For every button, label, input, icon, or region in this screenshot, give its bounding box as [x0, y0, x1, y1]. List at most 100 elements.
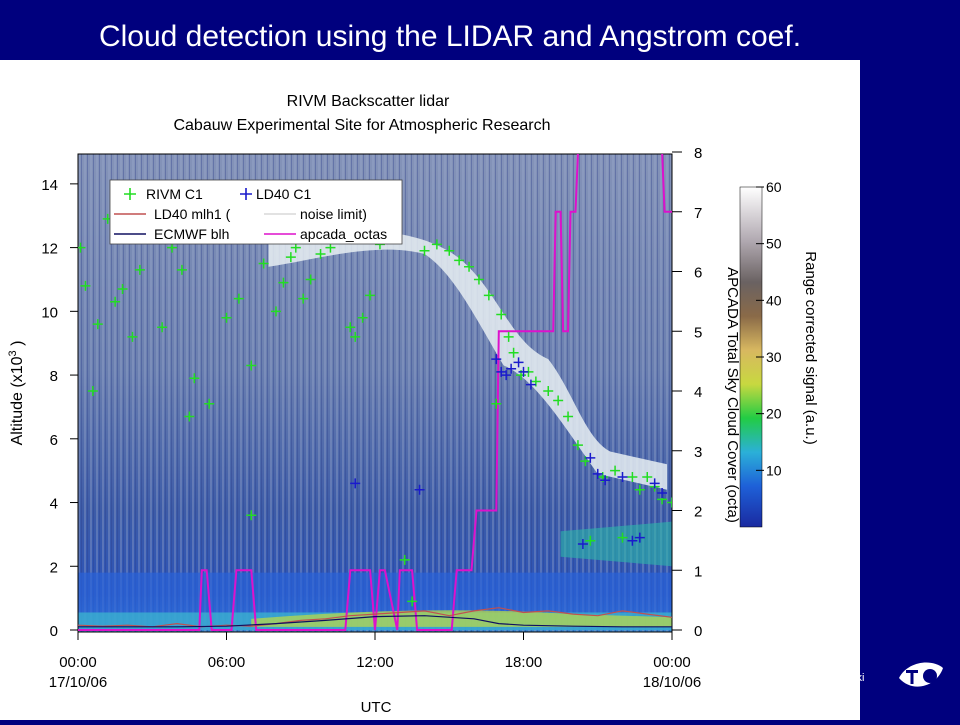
colorbar-tick-label: 20	[766, 406, 782, 422]
data-point	[345, 322, 356, 333]
y-axis-label-tail: )	[9, 341, 26, 351]
data-point	[642, 472, 653, 483]
data-point	[627, 472, 638, 483]
legend-label: LD40 mlh1 (	[154, 206, 231, 222]
data-point	[78, 242, 86, 253]
data-point	[491, 354, 502, 365]
y-tick-label: 8	[50, 368, 58, 385]
y-tick-label: 2	[50, 559, 58, 576]
legend-label: ECMWF blh	[154, 226, 229, 242]
data-point	[518, 366, 529, 377]
y2-axis-label: APCADA Total Sky Cloud Cover (octa)	[724, 267, 741, 523]
data-point	[233, 293, 244, 304]
x-axis-label: UTC	[361, 699, 392, 716]
figure-panel: RIVM Backscatter lidar Cabauw Experiment…	[0, 60, 860, 720]
data-point	[134, 264, 145, 275]
y-axis-label-exponent: 3	[7, 350, 19, 356]
data-point	[577, 538, 588, 549]
data-point	[496, 309, 507, 320]
legend-symbol	[124, 188, 136, 200]
data-point	[419, 245, 430, 256]
legend-box	[109, 179, 403, 245]
data-point	[350, 331, 361, 342]
legend-item: LD40 C1	[240, 186, 311, 202]
colorbar-label: Range corrected signal (a.u.)	[802, 251, 819, 444]
colorbar: 10 20 30 40 50 60	[739, 179, 782, 528]
data-point	[127, 331, 138, 342]
colorbar-tick-label: 40	[766, 292, 782, 308]
data-point	[508, 347, 519, 358]
data-point	[271, 306, 281, 317]
colorbar-tick-label: 10	[766, 462, 782, 478]
data-point	[350, 478, 361, 489]
data-point	[501, 370, 512, 381]
y-tick-label: 12	[41, 241, 58, 258]
y-axis-label-main: Altitude (x10	[9, 356, 26, 445]
data-point	[572, 440, 583, 451]
x-tick-label: 00:00	[653, 654, 691, 671]
data-point	[617, 532, 628, 543]
data-point	[246, 510, 257, 521]
low-cloud-band	[560, 521, 672, 567]
data-point	[298, 293, 309, 304]
data-point	[563, 411, 574, 422]
data-point	[491, 398, 502, 409]
data-point	[221, 312, 232, 323]
series-ld40-c1	[350, 354, 668, 549]
data-point	[649, 478, 660, 489]
legend-label: apcada_octas	[300, 226, 387, 242]
data-point	[305, 274, 316, 285]
y2-tick-label: 4	[694, 384, 702, 401]
y-tick-label: 0	[50, 623, 58, 640]
data-point	[204, 398, 215, 409]
y2-tick-label: 7	[694, 205, 702, 222]
data-point	[610, 465, 621, 476]
data-point	[110, 296, 121, 307]
series-apcada-octas	[78, 154, 672, 631]
data-point	[444, 245, 455, 256]
data-point	[246, 360, 257, 371]
colorbar-tick-label: 60	[766, 179, 782, 195]
y-tick-label: 10	[41, 304, 58, 321]
y2-tick-label: 8	[694, 145, 702, 162]
data-point	[627, 535, 638, 546]
y2-tick-label: 6	[694, 265, 702, 282]
series-rivm-c1	[78, 213, 672, 607]
data-point	[258, 258, 269, 269]
data-point	[399, 554, 410, 565]
data-point	[189, 373, 200, 384]
legend: RIVM C1 LD40 C1 LD40 mlh1 ( noise limit) ECM…	[109, 179, 403, 245]
y-tick-label: 6	[50, 432, 58, 449]
data-point	[157, 322, 168, 333]
data-point	[407, 596, 418, 607]
series-ecmwf-blh	[78, 615, 672, 628]
legend-item: apcada_octas	[264, 226, 387, 242]
data-point	[543, 386, 554, 396]
data-point	[525, 379, 536, 390]
data-point	[617, 472, 628, 483]
data-point	[483, 290, 494, 301]
y-axis-label: Altitude (x103 )	[7, 341, 26, 446]
data-point	[585, 535, 596, 546]
slide-title: Cloud detection using the LIDAR and Angs…	[98, 20, 802, 53]
data-point	[600, 475, 611, 486]
cirrus-cloud	[268, 230, 668, 490]
y-tick-label: 4	[50, 496, 58, 513]
legend-label: noise limit)	[300, 206, 367, 222]
y2-tick-label: 5	[694, 324, 702, 341]
x-tick-label: 06:00	[208, 654, 246, 671]
chart-title: RIVM Backscatter lidar	[287, 93, 450, 110]
data-point	[506, 363, 517, 374]
data-point	[473, 274, 484, 285]
x-tick-date: 18/10/06	[643, 674, 701, 691]
legend-item: LD40 mlh1 (	[114, 206, 231, 222]
data-point	[357, 312, 368, 323]
data-point	[117, 284, 128, 295]
y-tick-label: 14	[41, 177, 58, 194]
y2-tick-label: 0	[694, 623, 702, 640]
x-tick-label: 18:00	[505, 654, 543, 671]
y2-tick-label: 2	[694, 504, 702, 521]
data-point	[553, 395, 564, 406]
x-tick-label: 00:00	[59, 654, 97, 671]
legend-label: RIVM C1	[146, 186, 203, 202]
